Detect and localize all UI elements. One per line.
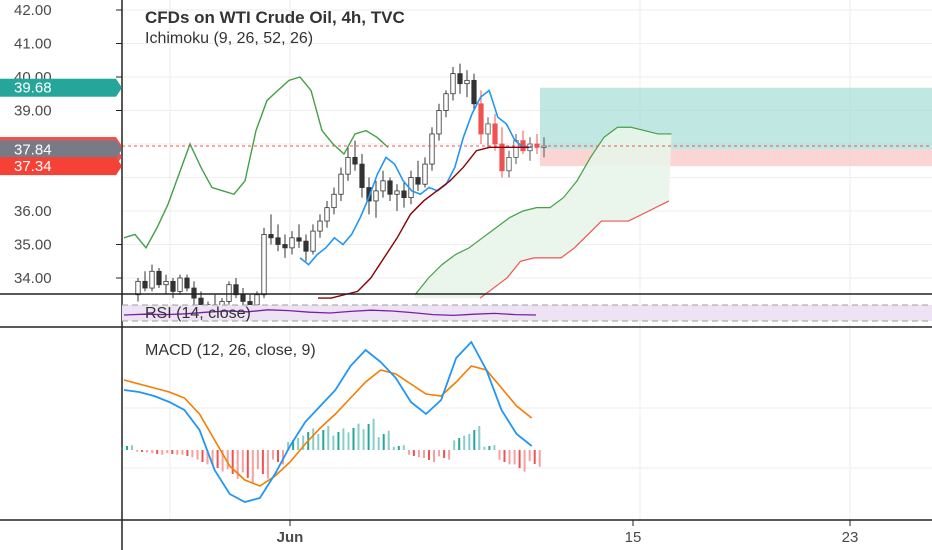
candle-body	[485, 123, 491, 135]
x-tick-label: 15	[625, 529, 642, 546]
candle-body	[296, 237, 302, 242]
target-zone[interactable]	[540, 87, 932, 150]
price-badge-arrow	[116, 140, 122, 159]
y-tick-label: 35.00	[14, 237, 52, 254]
candle-body	[499, 143, 505, 172]
candle-body	[156, 270, 162, 286]
candle-body	[443, 93, 449, 111]
price-badge	[0, 140, 116, 159]
price-badge	[0, 78, 116, 97]
y-tick-label: 41.00	[14, 36, 52, 53]
chart-title: CFDs on WTI Crude Oil, 4h, TVC	[145, 8, 405, 27]
candle-body	[331, 193, 337, 209]
candle-body	[310, 230, 316, 252]
chikou-span-line	[123, 76, 389, 250]
candle-body	[282, 244, 288, 249]
ichimoku-lines	[123, 76, 533, 299]
candle-body	[359, 163, 365, 188]
rsi-legend: RSI (14, close)	[145, 305, 251, 322]
y-tick-label: 34.00	[14, 270, 52, 287]
candle-body	[324, 207, 330, 222]
candle-body	[170, 280, 176, 292]
price-badge-label: 37.34	[14, 158, 52, 175]
candle-body	[352, 156, 358, 165]
candle-body	[478, 103, 484, 135]
candle-body	[317, 220, 323, 232]
ichimoku-legend: Ichimoku (9, 26, 52, 26)	[145, 30, 313, 47]
candle-body	[380, 180, 386, 192]
candle-body	[261, 234, 267, 296]
price-badge-label: 37.84	[14, 141, 52, 158]
candle-body	[415, 177, 421, 185]
cloud-fill	[415, 127, 672, 299]
price-badge-label: 39.68	[14, 80, 52, 97]
candle-body	[184, 277, 190, 289]
rsi-line	[123, 309, 537, 317]
y-tick-label: 42.00	[14, 2, 52, 19]
candle-body	[191, 287, 197, 299]
candle-body	[163, 280, 169, 286]
candle-body	[247, 301, 253, 306]
macd-legend: MACD (12, 26, close, 9)	[145, 342, 316, 359]
candle-body	[149, 270, 155, 289]
rsi-pane[interactable]	[122, 304, 932, 322]
macd-line	[123, 340, 533, 503]
x-tick-label: Jun	[277, 529, 304, 546]
candle-body	[254, 294, 260, 306]
candle-body	[338, 173, 344, 195]
kijun-sen-line	[318, 146, 530, 299]
senkou-span-b-line	[479, 200, 670, 299]
price-badge-arrow	[116, 157, 122, 176]
ichimoku-cloud	[414, 126, 672, 299]
candle-body	[457, 73, 463, 85]
candle-body	[471, 79, 477, 105]
candle-body	[275, 237, 281, 245]
y-tick-label: 39.00	[14, 103, 52, 120]
macd-pane[interactable]	[0, 340, 932, 521]
candle-body	[268, 234, 274, 239]
candle-body	[387, 180, 393, 195]
candle-body	[135, 280, 141, 296]
candle-body	[436, 110, 442, 135]
candle-body	[492, 123, 498, 145]
candle-body	[401, 190, 407, 198]
candlestick-series	[135, 63, 547, 322]
candle-body	[142, 280, 148, 289]
candle-body	[289, 237, 295, 249]
candle-body	[303, 240, 309, 252]
x-tick-label: 23	[842, 529, 859, 546]
candle-body	[233, 284, 239, 296]
y-tick-label: 36.00	[14, 203, 52, 220]
candle-body	[366, 187, 372, 202]
candle-body	[464, 79, 470, 85]
candle-body	[345, 156, 351, 175]
tenkan-sen-line	[299, 89, 533, 266]
candle-body	[429, 133, 435, 165]
macd-signal-line	[123, 365, 533, 487]
candle-body	[177, 277, 183, 292]
candle-body	[450, 73, 456, 95]
price-badge	[0, 157, 116, 176]
candle-body	[394, 190, 400, 195]
rsi-band	[122, 305, 932, 321]
candle-body	[226, 284, 232, 302]
candle-body	[422, 163, 428, 185]
grid-lines	[122, 0, 932, 520]
price-badge-arrow	[116, 78, 122, 97]
candle-body	[506, 156, 512, 172]
candle-body	[240, 294, 246, 302]
senkou-span-a-line	[414, 126, 672, 296]
time-axis[interactable]: Jun 15 23	[277, 520, 859, 546]
candle-body	[373, 190, 379, 202]
